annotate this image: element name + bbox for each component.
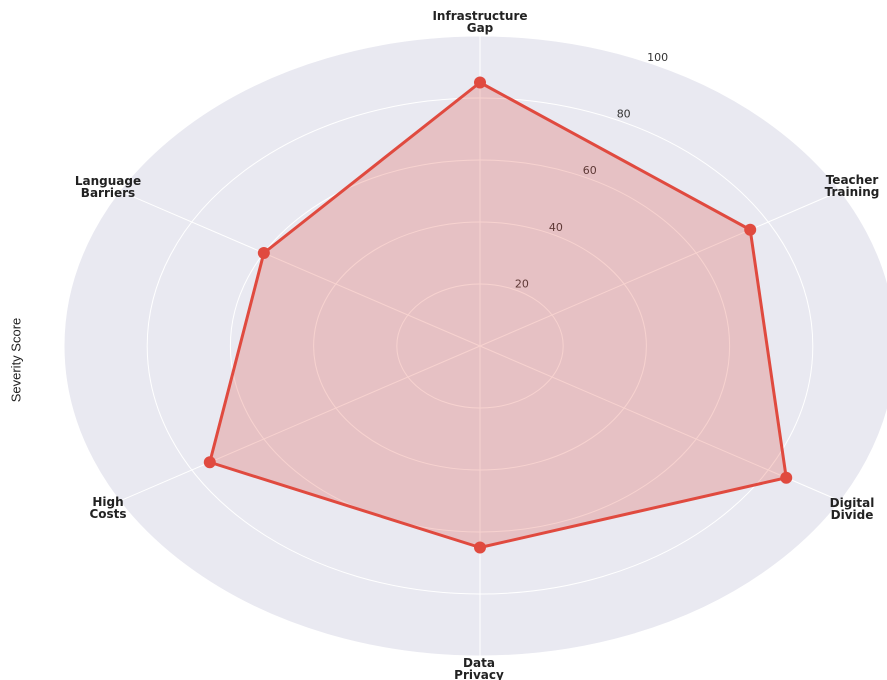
data-point — [780, 471, 793, 484]
data-point — [474, 76, 486, 89]
category-label: Digital Divide — [830, 496, 875, 522]
category-label: Language Barriers — [75, 174, 141, 200]
category-label: High Costs — [89, 495, 126, 521]
r-tick-label: 40 — [549, 221, 563, 234]
grid-spoke — [479, 345, 841, 502]
grid-spoke — [119, 345, 481, 502]
data-point — [257, 247, 270, 259]
category-label: Infrastructure Gap — [432, 9, 527, 35]
r-tick-label: 60 — [583, 164, 597, 177]
data-point — [203, 456, 216, 469]
category-label: Data Privacy — [454, 656, 504, 680]
r-tick-label: 100 — [647, 51, 668, 64]
r-tick-label: 20 — [515, 277, 529, 290]
grid-spoke — [119, 190, 481, 347]
data-point — [474, 541, 486, 554]
data-point — [744, 223, 757, 236]
category-label: Teacher Training — [825, 173, 880, 199]
grid-spoke — [479, 190, 841, 347]
y-axis-label: Severity Score — [8, 317, 24, 403]
r-tick-label: 80 — [617, 108, 631, 121]
